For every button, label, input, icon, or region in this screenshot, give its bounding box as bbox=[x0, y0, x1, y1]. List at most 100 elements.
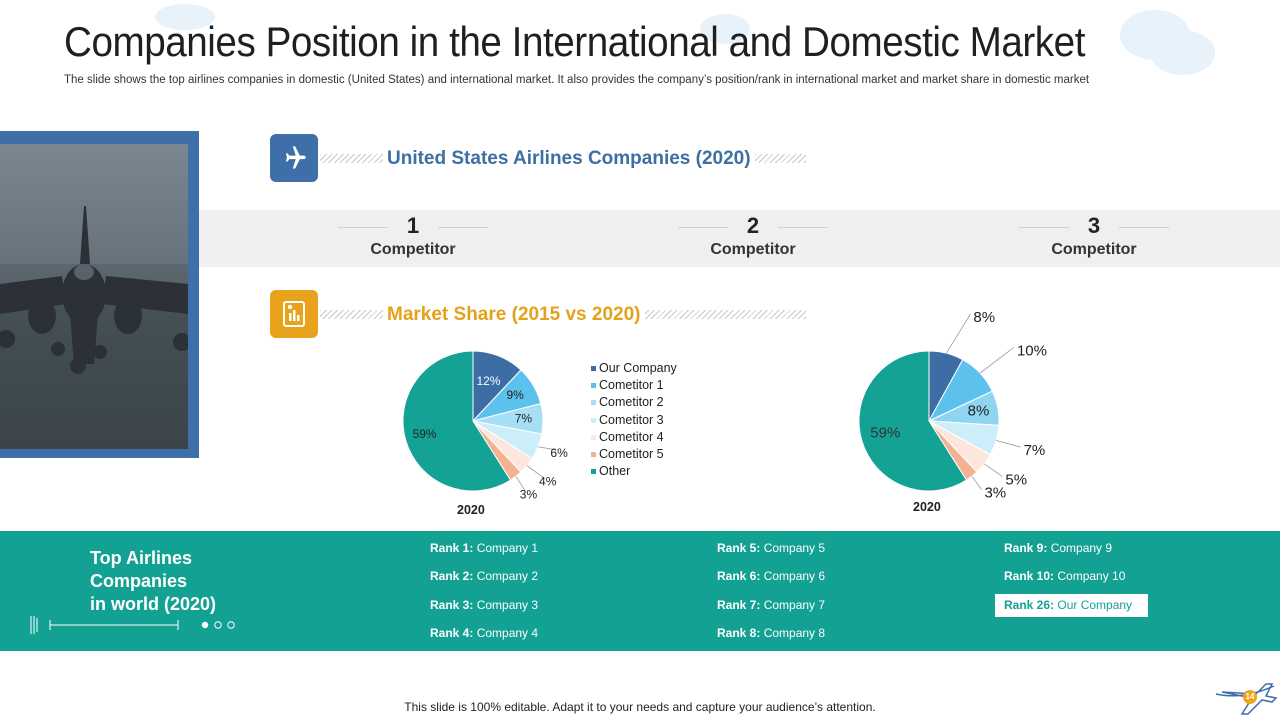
legend-label: Cometitor 5 bbox=[599, 447, 664, 461]
legend-swatch bbox=[591, 366, 596, 371]
legend-label: Cometitor 2 bbox=[599, 395, 664, 410]
report-glyph bbox=[283, 301, 305, 327]
rank-item: Rank 6: Company 6 bbox=[717, 569, 825, 583]
rankings-heading-line: Top Airlines bbox=[90, 548, 193, 568]
pie-2-data-label: 8% bbox=[973, 309, 995, 326]
competitor-label: Competitor bbox=[1051, 241, 1137, 258]
rank-label: Rank 10: bbox=[1004, 569, 1055, 584]
rank-label: Rank 7: bbox=[717, 597, 761, 612]
legend-swatch bbox=[591, 469, 596, 475]
rank-company: Company 4 bbox=[473, 625, 539, 640]
rankings-heading-line: Companies bbox=[90, 571, 188, 591]
rank-company: Company 9 bbox=[1047, 541, 1113, 555]
pie-1-data-label: 6% bbox=[550, 446, 568, 460]
legend-item: Cometitor 5 bbox=[591, 447, 664, 461]
rankings-heading: Top Airlines Companies in world (2020) bbox=[90, 547, 290, 616]
pie-2-data-label: 7% bbox=[1024, 442, 1046, 459]
competitor-rank: 1 bbox=[406, 213, 420, 238]
slide-title: Companies Position in the International … bbox=[64, 18, 1085, 65]
pie-1-data-label: 9% bbox=[507, 388, 525, 402]
rank-company: Company 2 bbox=[473, 569, 539, 584]
pie-2-leader-line bbox=[971, 476, 982, 490]
legend-item: Other bbox=[591, 464, 630, 478]
competitor-label: Competitor bbox=[710, 241, 796, 258]
rankings-heading-line: in world (2020) bbox=[90, 594, 217, 614]
rank-item: Rank 4: Company 4 bbox=[430, 626, 538, 640]
legend-item: Cometitor 4 bbox=[591, 430, 664, 444]
legend-label: Cometitor 3 bbox=[599, 412, 664, 427]
rank-company: Company 8 bbox=[760, 625, 826, 640]
cloud-decoration bbox=[155, 4, 215, 30]
rank-label: Rank 9: bbox=[1004, 541, 1048, 555]
rank-item: Rank 3: Company 3 bbox=[430, 598, 538, 612]
pie-1-title: 2020 bbox=[457, 503, 485, 517]
pie-1-data-label: 59% bbox=[413, 427, 437, 441]
competitor-band bbox=[199, 210, 1280, 267]
legend-item: Our Company bbox=[591, 361, 677, 375]
divider-line bbox=[338, 227, 388, 228]
competitor-rank: 3 bbox=[1087, 213, 1101, 238]
divider-line bbox=[678, 227, 728, 228]
pie-1-data-label: 7% bbox=[515, 412, 533, 426]
divider-line bbox=[438, 227, 488, 228]
competitor-1: 1 Competitor bbox=[313, 213, 513, 259]
divider-line bbox=[778, 227, 828, 228]
rank-item: Rank 26: Our Company bbox=[1004, 598, 1132, 612]
rank-company: Company 3 bbox=[473, 597, 539, 612]
pie-2-data-label: 8% bbox=[968, 403, 990, 420]
rank-label: Rank 1: bbox=[430, 541, 474, 555]
rank-item: Rank 2: Company 2 bbox=[430, 569, 538, 583]
airplane-icon bbox=[270, 134, 318, 182]
pie-2-data-label: 3% bbox=[984, 484, 1006, 501]
rank-label: Rank 3: bbox=[430, 597, 474, 612]
pie-2-slice bbox=[858, 350, 968, 492]
fighter-jet-illustration bbox=[0, 144, 188, 449]
rank-label: Rank 2: bbox=[430, 569, 474, 584]
report-chart-icon bbox=[270, 290, 318, 338]
rank-item: Rank 1: Company 1 bbox=[430, 541, 538, 555]
legend-swatch bbox=[591, 452, 596, 457]
competitor-2: 2 Competitor bbox=[653, 213, 853, 259]
fighter-jet-photo bbox=[0, 144, 188, 449]
pie-1-data-label: 12% bbox=[476, 374, 500, 388]
rank-company: Our Company bbox=[1054, 598, 1133, 612]
legend-swatch bbox=[591, 400, 596, 406]
legend-item: Cometitor 1 bbox=[591, 378, 664, 392]
airplane-glyph bbox=[285, 146, 306, 169]
competitor-3: 3 Competitor bbox=[994, 213, 1194, 259]
pie-1-leader-line bbox=[526, 465, 545, 479]
pie-2-data-label: 10% bbox=[1017, 342, 1047, 359]
legend-item: Cometitor 2 bbox=[591, 395, 664, 409]
legend-swatch bbox=[591, 434, 596, 440]
rank-label: Rank 5: bbox=[717, 541, 761, 555]
page-number: 14 bbox=[1243, 690, 1257, 704]
rank-company: Company 7 bbox=[760, 597, 826, 612]
rankings-band bbox=[0, 531, 1280, 651]
competitor-rank: 2 bbox=[746, 213, 760, 238]
legend-swatch bbox=[591, 383, 596, 389]
rank-label: Rank 8: bbox=[717, 625, 761, 640]
pie-2-leader-line bbox=[946, 313, 971, 354]
pie-2-data-label: 5% bbox=[1005, 471, 1027, 488]
pie-1-leader-line bbox=[515, 476, 526, 492]
pie-2-leader-line bbox=[979, 346, 1015, 374]
rank-label: Rank 26: bbox=[1004, 598, 1055, 612]
rank-item: Rank 10: Company 10 bbox=[1004, 569, 1125, 583]
rank-item: Rank 7: Company 7 bbox=[717, 598, 825, 612]
pie-2-leader-line bbox=[996, 440, 1021, 448]
competitor-label: Competitor bbox=[370, 241, 456, 258]
cloud-decoration bbox=[700, 14, 750, 44]
legend-label: Cometitor 1 bbox=[599, 378, 664, 393]
slide-subtitle: The slide shows the top airlines compani… bbox=[64, 74, 1090, 86]
rank-highlight-box bbox=[995, 594, 1148, 617]
rank-company: Company 6 bbox=[760, 569, 826, 584]
pie-1-data-label: 4% bbox=[539, 475, 557, 489]
legend-label: Other bbox=[599, 464, 631, 479]
divider-line bbox=[1019, 227, 1069, 228]
rank-company: Company 1 bbox=[473, 541, 539, 555]
pie-2-leader-line bbox=[984, 463, 1003, 477]
pie-1-slice bbox=[402, 350, 512, 492]
cloud-decoration bbox=[1150, 30, 1215, 75]
pie-2-data-label: 59% bbox=[870, 425, 900, 442]
